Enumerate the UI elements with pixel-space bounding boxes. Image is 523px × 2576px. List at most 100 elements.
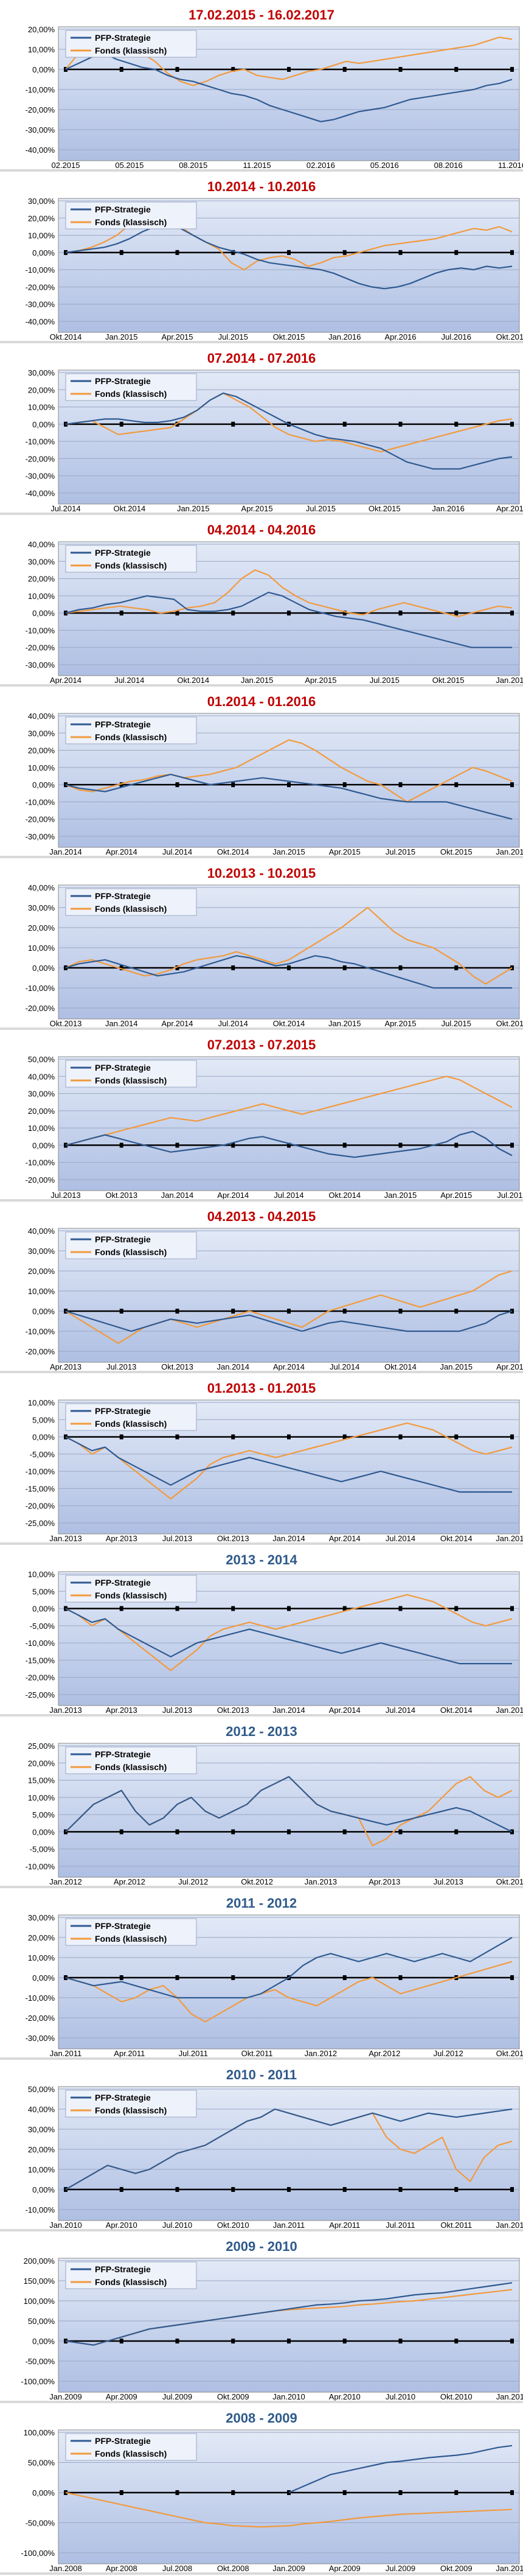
y-tick-label: -10,00% bbox=[26, 1639, 55, 1648]
x-tick-label: Jan.2014 bbox=[272, 1534, 305, 1543]
x-tick-label: Jul.2014 bbox=[274, 1191, 303, 1200]
zero-line-marker bbox=[119, 67, 123, 72]
x-tick-label: Okt.2014 bbox=[440, 1534, 473, 1543]
zero-line-marker bbox=[510, 67, 514, 72]
y-tick-label: 40,00% bbox=[28, 540, 55, 549]
y-tick-label: 30,00% bbox=[28, 557, 55, 566]
y-tick-label: -10,00% bbox=[26, 984, 55, 993]
zero-line-marker bbox=[398, 250, 403, 255]
x-tick-label: Apr.2013 bbox=[106, 1706, 137, 1715]
x-tick-label: 11.2016 bbox=[498, 161, 523, 170]
legend-label-fund: Fonds (klassisch) bbox=[95, 2277, 167, 2287]
zero-line-marker bbox=[175, 2339, 179, 2343]
series-line-strategy bbox=[65, 392, 513, 470]
y-tick-label: 0,00% bbox=[32, 1307, 55, 1316]
y-tick-label: 150,00% bbox=[24, 2277, 55, 2286]
chart-title: 2012 - 2013 bbox=[226, 1724, 297, 1739]
x-tick-label: Okt.2013 bbox=[217, 1706, 249, 1715]
x-tick-label: Okt.2010 bbox=[440, 2392, 473, 2401]
zero-line-marker bbox=[175, 1143, 179, 1148]
y-tick-label: 25,00% bbox=[28, 1741, 55, 1751]
chart-panel: 2010 - 2011 50,00% 40,00% 30,00% 20,00% 10,00… bbox=[0, 2060, 523, 2231]
x-tick-label: Jan.2012 bbox=[305, 2049, 338, 2058]
zero-line-marker bbox=[175, 782, 179, 788]
x-tick-label: Jan.2015 bbox=[384, 1191, 417, 1200]
x-tick-label: Okt.2014 bbox=[217, 847, 249, 856]
y-tick-label: -20,00% bbox=[26, 1502, 55, 1511]
y-tick-label: -5,00% bbox=[30, 1622, 55, 1631]
zero-line-marker bbox=[64, 1829, 68, 1835]
zero-line-marker bbox=[231, 1606, 235, 1611]
x-tick-label: Okt.2014 bbox=[384, 1362, 417, 1371]
x-tick-label: 02.2015 bbox=[52, 161, 80, 170]
legend: PFP-Strategie Fonds (klassisch) bbox=[65, 1060, 197, 1088]
zero-line-marker bbox=[119, 1829, 123, 1835]
zero-line-marker bbox=[287, 611, 291, 616]
x-tick-label: Jul.2013 bbox=[50, 1191, 80, 1200]
legend: PFP-Strategie Fonds (klassisch) bbox=[65, 1918, 197, 1946]
zero-line-marker bbox=[231, 1434, 235, 1440]
zero-line-marker bbox=[342, 965, 347, 970]
legend: PFP-Strategie Fonds (klassisch) bbox=[65, 1746, 197, 1774]
zero-line-marker bbox=[510, 421, 514, 427]
x-tick-label: Apr.2016 bbox=[496, 504, 523, 513]
zero-line-marker bbox=[398, 782, 403, 788]
series-line-fund bbox=[65, 1076, 513, 1146]
y-tick-label: 30,00% bbox=[28, 1090, 55, 1099]
legend-label-strategy: PFP-Strategie bbox=[95, 1578, 151, 1587]
y-tick-label: 20,00% bbox=[28, 214, 55, 223]
x-tick-label: Jul.2015 bbox=[370, 676, 400, 685]
panel-separator bbox=[0, 684, 523, 687]
zero-line-marker bbox=[287, 250, 291, 255]
x-tick-label: Jan.2012 bbox=[496, 2221, 523, 2230]
zero-line-marker bbox=[454, 250, 459, 255]
y-tick-label: -40,00% bbox=[26, 145, 55, 155]
chart-panel: 17.02.2015 - 16.02.2017 20,00% 10,00% 0,00%… bbox=[0, 0, 523, 172]
y-tick-label: 0,00% bbox=[32, 1827, 55, 1836]
x-tick-label: Apr.2015 bbox=[161, 332, 193, 341]
y-tick-label: 5,00% bbox=[32, 1415, 55, 1424]
y-tick-label: 100,00% bbox=[24, 2428, 55, 2437]
panel-separator bbox=[0, 1199, 523, 1202]
zero-line-marker bbox=[231, 782, 235, 788]
y-tick-label: -30,00% bbox=[26, 660, 55, 670]
series-line-strategy bbox=[65, 2282, 513, 2346]
zero-line-marker bbox=[510, 1143, 514, 1148]
zero-line-marker bbox=[231, 965, 235, 970]
y-tick-label: 30,00% bbox=[28, 368, 55, 377]
x-tick-label: Jan.2008 bbox=[49, 2564, 82, 2573]
y-tick-label: -15,00% bbox=[26, 1484, 55, 1493]
legend: PFP-Strategie Fonds (klassisch) bbox=[65, 2090, 197, 2118]
y-tick-label: 50,00% bbox=[28, 2317, 55, 2326]
y-tick-label: 0,00% bbox=[32, 1605, 55, 1614]
y-tick-label: 10,00% bbox=[28, 403, 55, 412]
zero-line-marker bbox=[398, 1309, 403, 1314]
zero-line-marker bbox=[119, 2187, 123, 2192]
y-tick-label: -20,00% bbox=[26, 815, 55, 824]
legend-label-strategy: PFP-Strategie bbox=[95, 2093, 151, 2102]
series-line-strategy bbox=[65, 1310, 513, 1332]
x-tick-label: Jan.2014 bbox=[272, 1706, 305, 1715]
y-tick-label: 0,00% bbox=[32, 2337, 55, 2346]
series-line-fund bbox=[65, 2491, 513, 2528]
x-tick-label: Apr.2014 bbox=[329, 1706, 361, 1715]
x-tick-label: Jan.2013 bbox=[305, 1877, 338, 1886]
x-tick-label: Jan.2012 bbox=[49, 1877, 82, 1886]
series-line-strategy bbox=[65, 1776, 513, 1833]
panel-separator bbox=[0, 513, 523, 515]
zero-line-marker bbox=[119, 1143, 123, 1148]
y-tick-label: 10,00% bbox=[28, 1570, 55, 1579]
zero-line-marker bbox=[119, 250, 123, 255]
y-tick-label: 40,00% bbox=[28, 712, 55, 721]
zero-line-marker bbox=[510, 2490, 514, 2495]
y-tick-label: -20,00% bbox=[26, 2014, 55, 2023]
x-tick-label: Apr.2009 bbox=[329, 2564, 361, 2573]
chart-panel: 2013 - 2014 10,00% 5,00% 0,00% -5,00% -10,00%… bbox=[0, 1545, 523, 1717]
panel-separator bbox=[0, 1027, 523, 1030]
legend-label-fund: Fonds (klassisch) bbox=[95, 389, 167, 399]
x-tick-label: Jul.2010 bbox=[386, 2392, 415, 2401]
x-tick-label: Jul.2014 bbox=[386, 1534, 415, 1543]
zero-line-marker bbox=[454, 67, 459, 72]
y-tick-label: 0,00% bbox=[32, 2185, 55, 2194]
panel-separator bbox=[0, 1371, 523, 1373]
